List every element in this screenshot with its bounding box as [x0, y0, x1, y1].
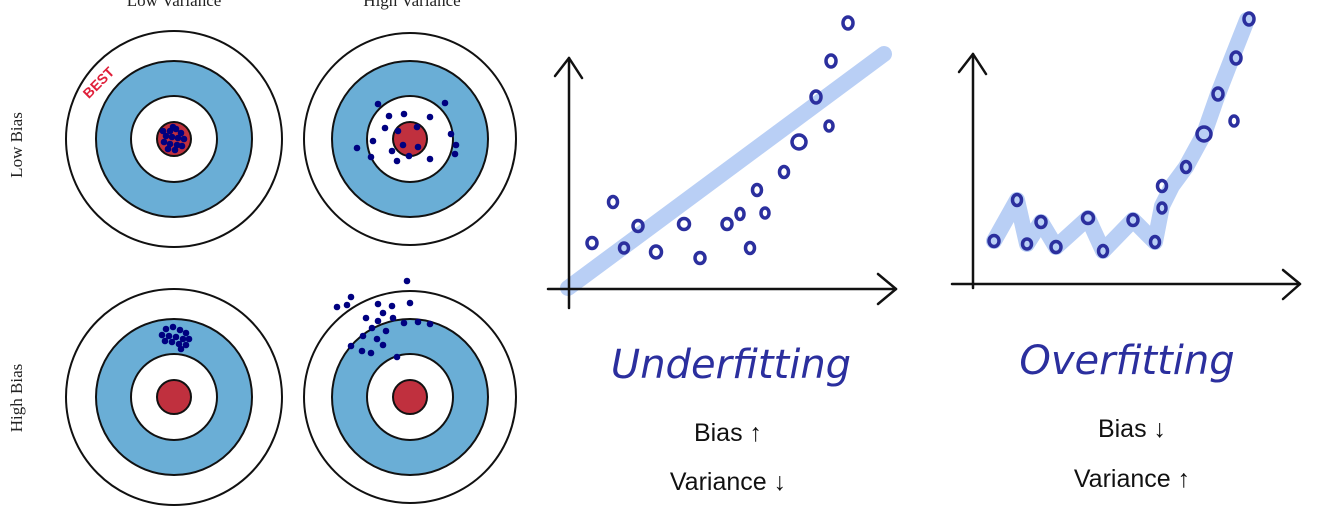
row-label-high-bias: High Bias — [7, 364, 26, 432]
underfitting-fit-line — [560, 46, 892, 296]
target-high-bias-high-variance — [303, 277, 517, 504]
row-label-low-bias: Low Bias — [7, 112, 26, 178]
underfitting-plot — [546, 15, 898, 310]
underfitting-variance-text: Variance ↓ — [670, 468, 786, 496]
overfitting-plot — [950, 11, 1302, 301]
underfitting-bias-text: Bias ↑ — [694, 419, 762, 447]
overfitting-variance-text: Variance ↑ — [1074, 465, 1190, 493]
overfitting-data-points — [987, 11, 1256, 259]
target-high-bias-low-variance — [65, 288, 283, 506]
shots-scattered-around-center — [353, 99, 460, 165]
underfitting-title: Underfitting — [611, 342, 851, 388]
shots-cluster-top — [158, 323, 193, 353]
target-low-bias-low-variance: BEST — [65, 30, 283, 248]
overfitting-bias-text: Bias ↓ — [1098, 415, 1166, 443]
overfitting-axes — [950, 52, 1302, 301]
underfitting-axes — [546, 56, 898, 310]
underfitting-data-points — [585, 15, 855, 266]
shots-scattered-top-left — [333, 277, 434, 361]
target-low-bias-high-variance — [303, 32, 517, 246]
overfitting-fit-curve — [986, 12, 1255, 259]
shots-cluster-center — [159, 123, 188, 154]
overfitting-title: Overfitting — [1019, 338, 1234, 384]
column-header-low-variance: Low Variance — [127, 0, 222, 10]
column-header-high-variance: High Variance — [363, 0, 460, 10]
